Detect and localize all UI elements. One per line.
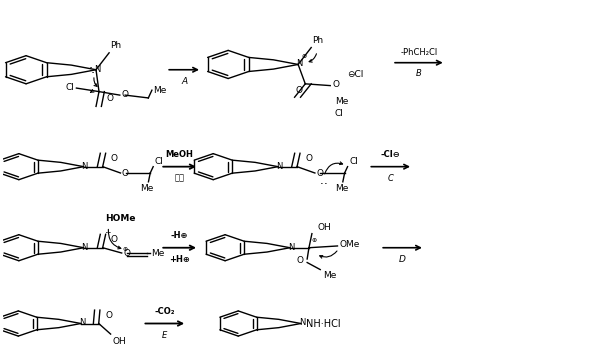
- Text: ⊕: ⊕: [301, 54, 307, 59]
- Text: Cl: Cl: [155, 157, 164, 166]
- Text: ·: ·: [320, 178, 324, 191]
- Text: Me: Me: [323, 271, 337, 280]
- Text: Me: Me: [140, 184, 154, 193]
- Text: MeOH: MeOH: [166, 150, 194, 159]
- Text: B: B: [416, 69, 422, 78]
- Text: Cl: Cl: [65, 83, 74, 92]
- Text: Me: Me: [153, 86, 166, 95]
- Text: O: O: [111, 154, 118, 163]
- Text: O: O: [295, 86, 302, 95]
- Text: ·: ·: [89, 62, 93, 75]
- Text: N: N: [296, 59, 302, 68]
- Text: N: N: [82, 243, 88, 252]
- Text: N: N: [276, 161, 283, 170]
- Text: O: O: [305, 154, 313, 163]
- Text: Me: Me: [151, 249, 165, 258]
- Text: N: N: [79, 318, 85, 327]
- Text: NH·HCl: NH·HCl: [305, 319, 340, 329]
- Text: OH: OH: [112, 337, 126, 346]
- Text: O: O: [111, 236, 118, 245]
- Text: O: O: [107, 95, 114, 103]
- Text: O: O: [122, 169, 128, 178]
- Text: -PhCH₂Cl: -PhCH₂Cl: [400, 48, 437, 57]
- Text: Ph: Ph: [313, 36, 323, 45]
- Text: E: E: [162, 330, 167, 339]
- Text: 回流: 回流: [175, 174, 185, 183]
- Text: N: N: [94, 64, 100, 73]
- Text: N: N: [288, 243, 294, 252]
- Text: D: D: [399, 256, 406, 265]
- Text: OH: OH: [318, 223, 332, 232]
- Text: O: O: [316, 169, 323, 178]
- Text: Me: Me: [335, 97, 349, 106]
- Text: -H⊕: -H⊕: [171, 231, 188, 240]
- Text: -CO₂: -CO₂: [155, 307, 175, 316]
- Text: ⊕: ⊕: [122, 247, 128, 252]
- Text: Cl: Cl: [335, 108, 344, 117]
- Text: ⊖Cl: ⊖Cl: [347, 70, 363, 79]
- Text: O: O: [332, 80, 339, 89]
- Text: O: O: [106, 311, 113, 320]
- Text: O: O: [296, 256, 304, 265]
- Text: OMe: OMe: [340, 241, 360, 250]
- Text: Cl: Cl: [349, 157, 358, 166]
- Text: C: C: [388, 174, 394, 183]
- Text: -Cl⊖: -Cl⊖: [381, 150, 401, 159]
- Text: O: O: [124, 249, 130, 258]
- Text: O: O: [122, 90, 128, 98]
- Text: Me: Me: [335, 184, 349, 193]
- Text: ·: ·: [107, 227, 111, 240]
- Text: N: N: [82, 161, 88, 170]
- Text: Ph: Ph: [110, 42, 121, 50]
- Text: A: A: [181, 77, 187, 87]
- Text: ·: ·: [91, 67, 95, 80]
- Text: ·: ·: [324, 178, 328, 191]
- Text: +H⊕: +H⊕: [169, 256, 190, 265]
- Text: HOMe: HOMe: [106, 214, 136, 223]
- Text: ⊕: ⊕: [311, 238, 317, 243]
- Text: ·: ·: [104, 227, 108, 240]
- Text: N: N: [299, 318, 305, 327]
